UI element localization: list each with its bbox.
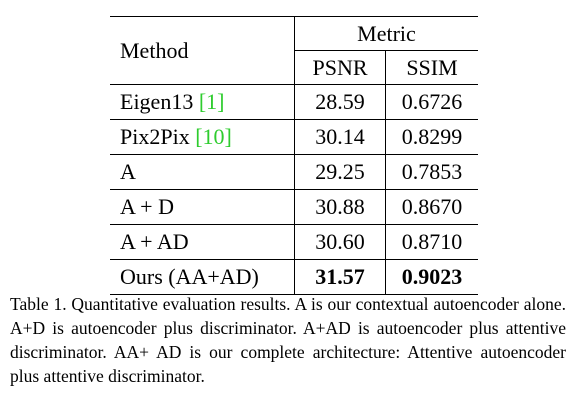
citation-link[interactable]: [1] [198,89,225,114]
table-body: Eigen13 [1] 28.59 0.6726 Pix2Pix [10] 30.14 0… [110,84,478,295]
method-cell: Pix2Pix [10] [110,119,295,155]
ssim-header: SSIM [385,50,478,85]
psnr-cell: 31.57 [294,259,386,295]
header-row-sub: PSNR SSIM [110,50,478,85]
method-header: Method [110,16,295,85]
method-name: A + AD [120,229,189,254]
psnr-cell: 30.88 [294,189,386,225]
psnr-cell: 30.60 [294,224,386,260]
table-row: A + D 30.88 0.8670 [110,189,478,225]
table-row: Eigen13 [1] 28.59 0.6726 [110,84,478,120]
ssim-cell: 0.8710 [385,224,478,260]
table-row: A 29.25 0.7853 [110,154,478,190]
ssim-cell: 0.9023 [385,259,478,295]
method-name: Ours (AA+AD) [120,264,259,289]
citation-link[interactable]: [10] [195,124,232,149]
table-caption: Table 1. Quantitative evaluation results… [10,294,566,386]
method-cell: A + AD [110,224,295,260]
method-cell: A [110,154,295,190]
method-cell: Ours (AA+AD) [110,259,295,295]
method-name: Pix2Pix [120,124,196,149]
ssim-cell: 0.6726 [385,84,478,120]
method-cell: A + D [110,189,295,225]
table-row: Ours (AA+AD) 31.57 0.9023 [110,259,478,295]
psnr-cell: 28.59 [294,84,386,120]
psnr-header: PSNR [294,50,386,85]
ssim-cell: 0.8299 [385,119,478,155]
method-cell: Eigen13 [1] [110,84,295,120]
header-row-top: Method Metric [110,16,478,85]
method-name: A [120,159,136,184]
results-table: Method Metric PSNR SSIM Eigen13 [1] 28.59… [110,16,478,295]
table-row: Pix2Pix [10] 30.14 0.8299 [110,119,478,155]
ssim-cell: 0.7853 [385,154,478,190]
ssim-cell: 0.8670 [385,189,478,225]
metric-header: Metric [294,16,478,51]
psnr-cell: 30.14 [294,119,386,155]
method-name: Eigen13 [120,89,199,114]
psnr-cell: 29.25 [294,154,386,190]
table-row: A + AD 30.60 0.8710 [110,224,478,260]
method-name: A + D [120,194,174,219]
